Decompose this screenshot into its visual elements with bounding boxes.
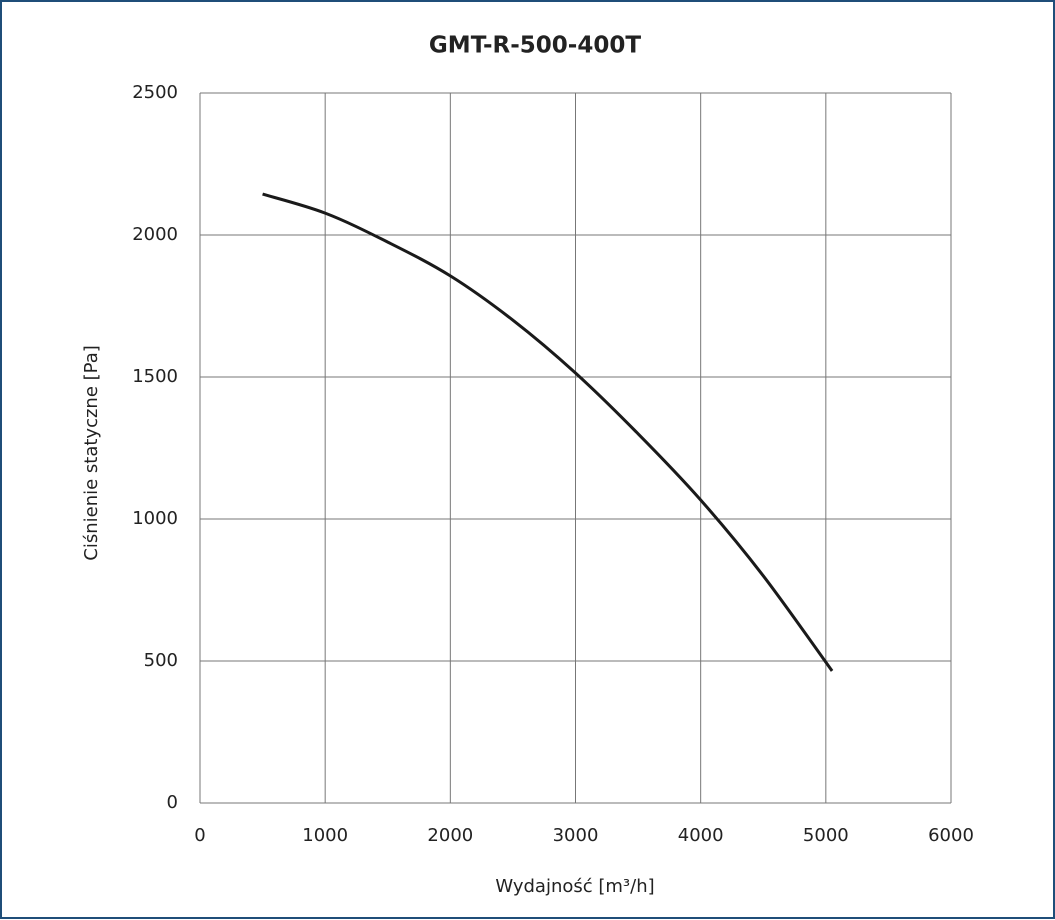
x-tick-label: 3000: [553, 825, 599, 846]
x-tick-label: 0: [194, 825, 205, 846]
x-axis-label: Wydajność [m³/h]: [495, 876, 654, 897]
x-tick-label: 4000: [678, 825, 724, 846]
y-tick-label: 500: [144, 650, 178, 671]
line: [262, 192, 834, 672]
y-tick-label: 1500: [132, 366, 178, 387]
chart-title: GMT-R-500-400T: [429, 33, 641, 59]
x-tick-label: 5000: [803, 825, 849, 846]
y-tick-label: 2500: [132, 82, 178, 103]
y-tick-label: 0: [167, 792, 178, 813]
x-tick-label: 6000: [928, 825, 974, 846]
y-tick-label: 1000: [132, 508, 178, 529]
x-tick-label: 1000: [302, 825, 348, 846]
y-axis-label: Ciśnienie statyczne [Pa]: [81, 345, 102, 560]
y-tick-label: 2000: [132, 224, 178, 245]
x-tick-label: 2000: [427, 825, 473, 846]
